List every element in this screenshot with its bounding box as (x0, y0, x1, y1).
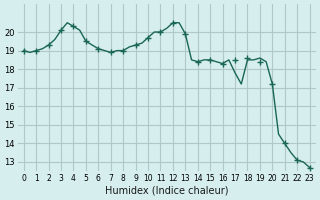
X-axis label: Humidex (Indice chaleur): Humidex (Indice chaleur) (105, 186, 228, 196)
